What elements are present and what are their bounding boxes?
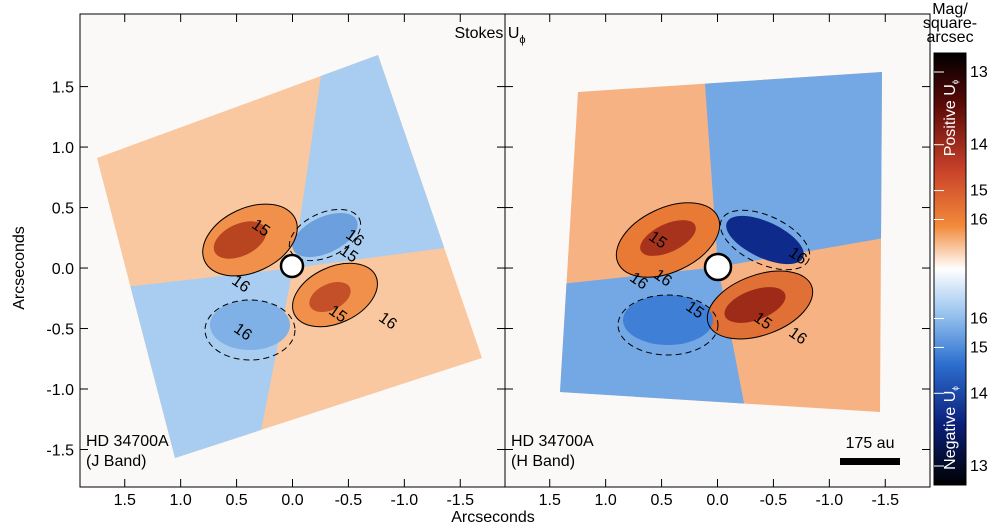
blob bbox=[292, 212, 358, 258]
colorbar-tick-label: 16 bbox=[970, 212, 988, 229]
y-label: Arcseconds bbox=[11, 226, 28, 310]
contour bbox=[202, 203, 298, 277]
y-tick-label: 0.5 bbox=[52, 201, 74, 218]
x-tick-label: -0.5 bbox=[760, 492, 788, 509]
colorbar bbox=[933, 52, 967, 486]
colorbar-tick-label: 15 bbox=[970, 183, 988, 200]
y-tick-label: 1.0 bbox=[52, 140, 74, 157]
annotation: (J Band) bbox=[86, 453, 146, 470]
colorbar-tick-label: 13 bbox=[970, 458, 988, 475]
scale-bar bbox=[840, 458, 900, 465]
colorbar-labels: Mag/square-arcsec 13 14 15 16 16 15 14 13 Positiv… bbox=[923, 1, 988, 475]
blob bbox=[309, 281, 351, 313]
annotation: (H Band) bbox=[511, 453, 575, 470]
colorbar-tick-label: 15 bbox=[970, 339, 988, 356]
annotation: HD 34700A bbox=[511, 433, 594, 450]
colorbar-side-label: Positive Uϕ bbox=[942, 79, 960, 156]
x-tick-label: -1.5 bbox=[871, 492, 899, 509]
y-tick-label: 0.0 bbox=[52, 261, 74, 278]
contour bbox=[292, 262, 378, 328]
x-tick-label: 0.5 bbox=[225, 492, 247, 509]
label-sub: ϕ bbox=[951, 79, 960, 84]
colorbar-tick-label: 14 bbox=[970, 385, 988, 402]
blob bbox=[724, 287, 786, 323]
blob bbox=[210, 300, 290, 350]
contour bbox=[204, 299, 296, 361]
contour bbox=[617, 294, 719, 356]
colorbar-tick-label: 16 bbox=[970, 310, 988, 327]
annotation: HD 34700A bbox=[86, 433, 169, 450]
mask bbox=[703, 252, 733, 282]
x-tick-label: 1.5 bbox=[539, 492, 561, 509]
colorbar-tick-label: 14 bbox=[970, 137, 988, 154]
colorbar-title: Mag/ bbox=[932, 1, 968, 18]
title-text: Stokes U bbox=[454, 25, 519, 42]
contour bbox=[706, 270, 814, 340]
y-tick-label: -1.0 bbox=[46, 382, 74, 399]
x-tick-label: -1.0 bbox=[391, 492, 419, 509]
colorbar-tick-label: 13 bbox=[970, 64, 988, 81]
blob bbox=[640, 220, 696, 256]
contour bbox=[288, 208, 362, 262]
x-tick-label: 1.0 bbox=[170, 492, 192, 509]
x-tick-label: -1.0 bbox=[816, 492, 844, 509]
title-sub: ϕ bbox=[519, 34, 525, 46]
x-tick-label: 0.0 bbox=[281, 492, 303, 509]
x-tick-label: 0.0 bbox=[706, 492, 728, 509]
y-tick-label: 1.5 bbox=[52, 80, 74, 97]
scale-bar-label: 175 au bbox=[846, 435, 895, 452]
label-sub: ϕ bbox=[951, 386, 960, 391]
colorbar-side-label: Negative Uϕ bbox=[942, 386, 960, 470]
blob bbox=[213, 221, 267, 259]
y-tick-label: -0.5 bbox=[46, 322, 74, 339]
blob bbox=[623, 295, 713, 345]
x-label: Arcseconds bbox=[451, 509, 535, 525]
panel-frame bbox=[504, 13, 931, 488]
image-h bbox=[560, 72, 882, 412]
x-tick-label: 1.0 bbox=[595, 492, 617, 509]
x-tick-label: 1.5 bbox=[114, 492, 136, 509]
colorbar-title: square- bbox=[923, 15, 977, 32]
colorbar-title: arcsec bbox=[926, 29, 973, 46]
contour bbox=[615, 202, 721, 278]
y-tick-label: -1.5 bbox=[46, 442, 74, 459]
contour bbox=[719, 209, 811, 271]
x-tick-label: 0.5 bbox=[650, 492, 672, 509]
label-text: Negative U bbox=[942, 391, 959, 470]
mask bbox=[279, 253, 305, 279]
x-tick-label: -1.5 bbox=[446, 492, 474, 509]
blob bbox=[726, 215, 804, 265]
x-tick-label: -0.5 bbox=[335, 492, 363, 509]
label-text: Positive U bbox=[942, 84, 959, 156]
title: Stokes Uϕ bbox=[454, 25, 525, 46]
